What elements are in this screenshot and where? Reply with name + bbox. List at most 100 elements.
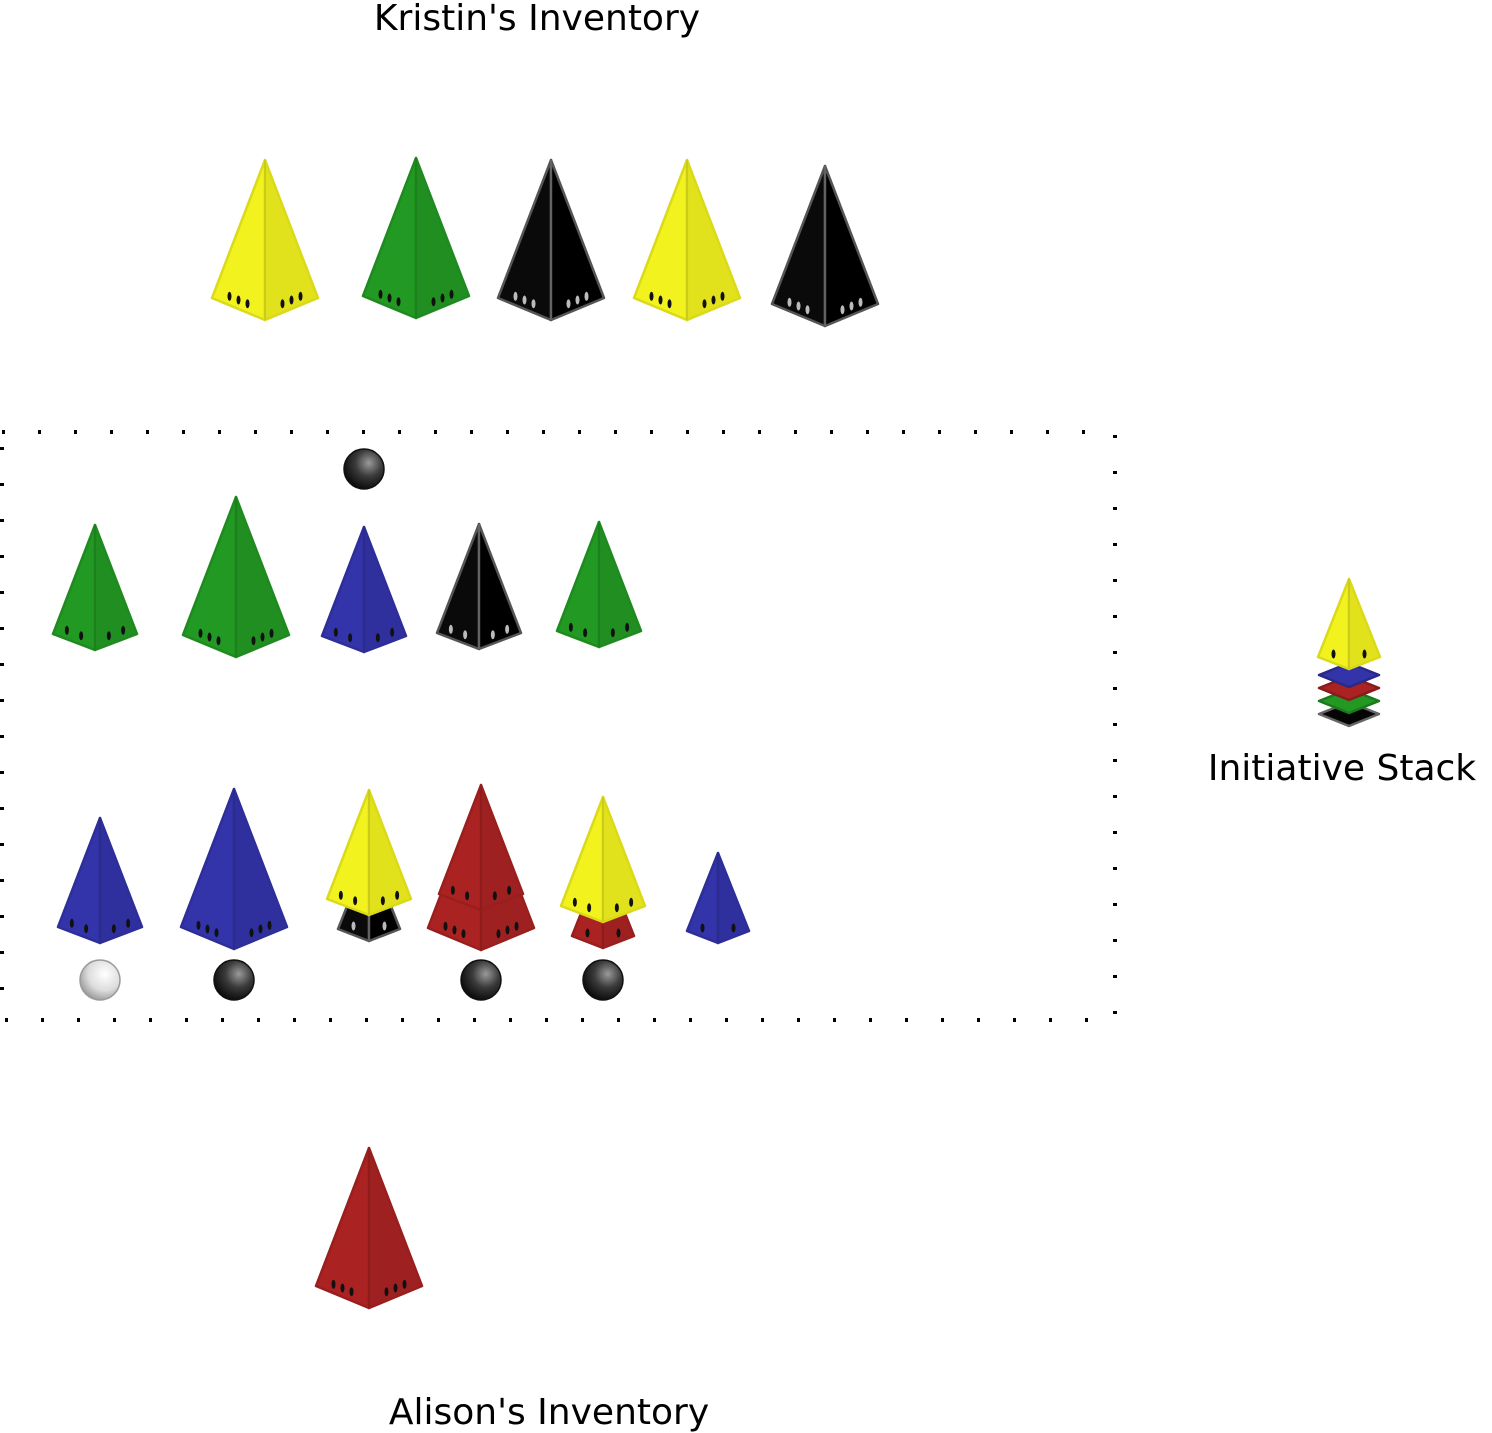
pip-mark <box>625 622 630 632</box>
pip-mark <box>440 293 445 303</box>
pip-mark <box>251 636 256 646</box>
board-top-stack[interactable] <box>555 520 643 649</box>
kristin-stack[interactable] <box>361 156 471 320</box>
red-large-pyramid <box>314 1146 424 1310</box>
pip-mark <box>207 632 212 642</box>
blue-medium-pyramid <box>56 816 144 945</box>
pip-mark <box>298 291 303 301</box>
pip-mark <box>450 885 455 895</box>
pip-mark <box>443 921 448 931</box>
pip-mark <box>79 631 84 641</box>
pip-mark <box>522 295 527 305</box>
pip-mark <box>280 299 285 309</box>
board-bottom-stack[interactable] <box>325 788 413 943</box>
kristin-stack[interactable] <box>210 158 320 322</box>
pip-mark <box>449 289 454 299</box>
pip-mark <box>395 890 400 900</box>
pip-mark <box>566 299 571 309</box>
pip-mark <box>351 921 356 931</box>
pip-mark <box>333 627 338 637</box>
pip-mark <box>849 301 854 311</box>
pip-mark <box>575 295 580 305</box>
pip-mark <box>431 297 436 307</box>
pip-mark <box>214 928 219 938</box>
pip-mark <box>587 903 592 913</box>
pip-mark <box>731 923 736 933</box>
green-medium-pyramid <box>51 523 139 652</box>
pip-mark <box>513 291 518 301</box>
pip-mark <box>505 925 510 935</box>
pip-mark <box>465 891 470 901</box>
light-marker-ball[interactable] <box>79 959 121 1001</box>
board-bottom-stack[interactable] <box>179 787 289 951</box>
pip-mark <box>610 628 615 638</box>
board-top-stack[interactable] <box>51 523 139 652</box>
dark-marker-ball[interactable] <box>213 959 255 1001</box>
yellow-medium-pyramid <box>559 795 647 924</box>
pip-mark <box>614 903 619 913</box>
kristin-stack[interactable] <box>770 164 880 328</box>
pip-mark <box>84 924 89 934</box>
pip-mark <box>382 921 387 931</box>
pip-mark <box>258 924 263 934</box>
pip-mark <box>514 921 519 931</box>
pip-mark <box>236 295 241 305</box>
pip-mark <box>796 301 801 311</box>
pip-mark <box>616 928 621 938</box>
black-large-pyramid <box>496 158 606 322</box>
pip-mark <box>111 924 116 934</box>
kristin-inventory-label: Kristin's Inventory <box>374 0 700 39</box>
pip-mark <box>531 299 536 309</box>
kristin-stack[interactable] <box>496 158 606 322</box>
pip-mark <box>260 632 265 642</box>
pip-mark <box>629 897 634 907</box>
kristin-stack[interactable] <box>632 158 742 322</box>
black-large-pyramid <box>770 164 880 328</box>
pip-mark <box>840 305 845 315</box>
pip-mark <box>452 925 457 935</box>
yellow-large-pyramid <box>632 158 742 322</box>
pip-mark <box>393 1283 398 1293</box>
dark-marker-ball[interactable] <box>343 448 385 490</box>
board-bottom-stack[interactable] <box>559 795 647 950</box>
pip-mark <box>353 896 358 906</box>
board-bottom-stack[interactable] <box>685 851 751 945</box>
pip-mark <box>348 633 353 643</box>
board-bottom-row <box>56 783 751 1001</box>
board-bottom-stack[interactable] <box>426 783 536 952</box>
board-top-stack[interactable] <box>320 525 408 654</box>
blue-medium-pyramid <box>320 525 408 654</box>
pip-mark <box>121 625 126 635</box>
pip-mark <box>249 928 254 938</box>
initiative-yellow-pyramid <box>1316 577 1382 671</box>
pip-mark <box>711 295 716 305</box>
pip-mark <box>69 918 74 928</box>
alison-stack[interactable] <box>314 1146 424 1310</box>
pip-mark <box>496 929 501 939</box>
yellow-medium-pyramid <box>325 788 413 917</box>
dark-marker-ball[interactable] <box>582 959 624 1001</box>
pip-mark <box>720 291 725 301</box>
pip-mark <box>1331 649 1336 659</box>
pip-mark <box>375 633 380 643</box>
pip-mark <box>805 305 810 315</box>
pip-mark <box>245 299 250 309</box>
alison-inventory-area <box>314 1146 424 1310</box>
board-top-stack[interactable] <box>435 522 523 651</box>
board-bottom-stack[interactable] <box>56 816 144 945</box>
pip-mark <box>583 628 588 638</box>
dark-marker-ball[interactable] <box>460 959 502 1001</box>
board-border <box>0 430 1117 1022</box>
pip-mark <box>492 891 497 901</box>
pip-mark <box>568 622 573 632</box>
board-top-stack[interactable] <box>181 495 291 659</box>
pip-mark <box>331 1279 336 1289</box>
green-large-pyramid <box>181 495 291 659</box>
pip-mark <box>340 1283 345 1293</box>
blue-large-pyramid <box>179 787 289 951</box>
kristin-inventory-area <box>210 156 880 328</box>
game-board <box>0 430 1117 1022</box>
pip-mark <box>267 920 272 930</box>
pip-mark <box>126 918 131 928</box>
pip-mark <box>216 636 221 646</box>
